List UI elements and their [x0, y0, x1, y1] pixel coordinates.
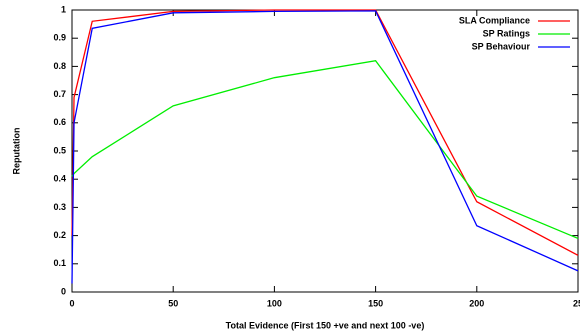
x-tick-label: 25 — [573, 298, 580, 308]
x-tick-label: 0 — [69, 298, 74, 308]
y-axis-label: Reputation — [11, 128, 21, 175]
y-tick-label: 0.1 — [53, 258, 66, 268]
y-tick-label: 0.9 — [53, 33, 66, 43]
legend-label: SLA Compliance — [459, 15, 530, 25]
x-tick-label: 100 — [267, 298, 282, 308]
y-tick-label: 0.7 — [53, 89, 66, 99]
series-line — [71, 9, 579, 256]
x-tick-label: 50 — [168, 298, 178, 308]
x-axis-label: Total Evidence (First 150 +ve and next 1… — [226, 320, 425, 330]
y-tick-label: 0 — [61, 286, 66, 296]
series-line — [71, 10, 579, 284]
plot-frame — [71, 9, 579, 293]
y-tick-label: 1 — [61, 4, 66, 14]
series-line — [71, 60, 579, 240]
x-tick-label: 200 — [469, 298, 484, 308]
x-tick-label: 150 — [368, 298, 383, 308]
y-tick-label: 0.4 — [53, 174, 66, 184]
y-tick-label: 0.6 — [53, 117, 66, 127]
y-tick-label: 0.8 — [53, 61, 66, 71]
y-tick-label: 0.3 — [53, 202, 66, 212]
y-tick-label: 0.2 — [53, 230, 66, 240]
legend-label: SP Behaviour — [472, 41, 531, 51]
legend-label: SP Ratings — [483, 28, 530, 38]
y-tick-label: 0.5 — [53, 145, 66, 155]
